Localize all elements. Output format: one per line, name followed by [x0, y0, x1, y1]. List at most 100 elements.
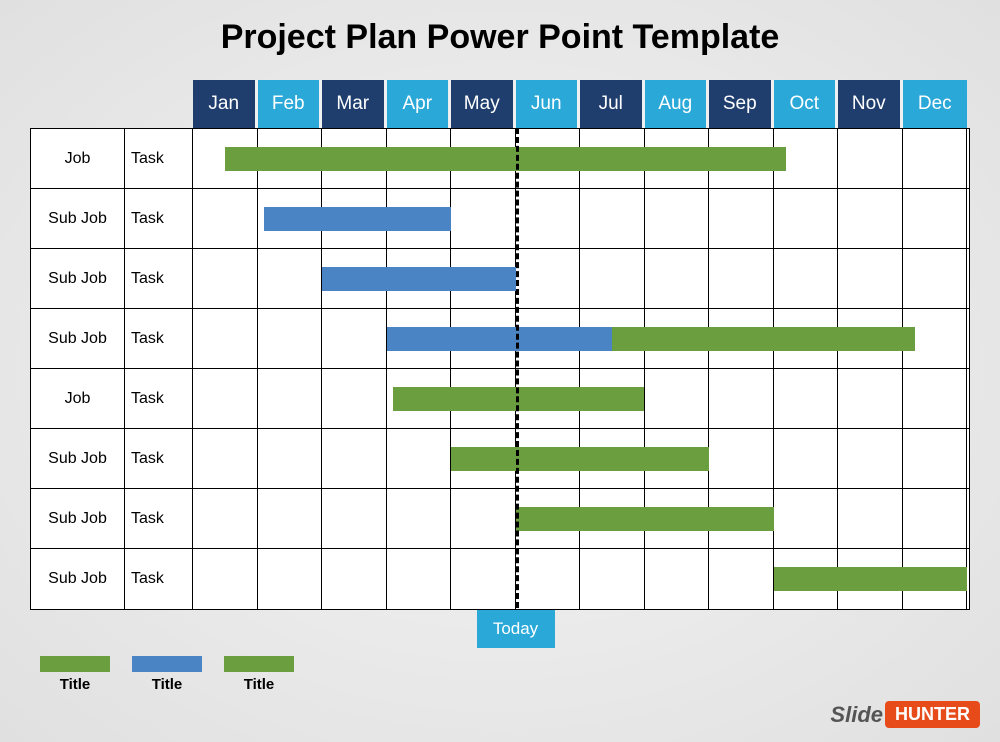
gantt-row: Sub JobTask — [31, 489, 969, 549]
task-label: Task — [125, 249, 193, 308]
grid-col — [322, 369, 387, 428]
gantt-bar — [774, 567, 968, 591]
gantt-body: JobTaskSub JobTaskSub JobTaskSub JobTask… — [30, 128, 970, 610]
grid-col — [838, 249, 903, 308]
legend-item: Title — [224, 656, 294, 693]
footer-logo: Slide HUNTER — [830, 701, 980, 728]
month-cell-jun: Jun — [516, 80, 581, 128]
month-cell-jul: Jul — [580, 80, 645, 128]
job-label: Sub Job — [31, 189, 125, 248]
today-label: Today — [493, 619, 538, 639]
grid-col — [580, 189, 645, 248]
grid-col — [838, 189, 903, 248]
legend-item: Title — [132, 656, 202, 693]
grid-col — [258, 369, 323, 428]
month-cell-dec: Dec — [903, 80, 968, 128]
gantt-row: Sub JobTask — [31, 309, 969, 369]
task-label: Task — [125, 309, 193, 368]
grid-col — [322, 309, 387, 368]
gantt-bar — [393, 387, 645, 411]
legend-label: Title — [132, 676, 202, 693]
gantt-bar — [387, 327, 613, 351]
gantt-chart: JanFebMarAprMayJunJulAugSepOctNovDec Job… — [30, 80, 970, 610]
gantt-bar — [612, 327, 915, 351]
grid-col — [193, 489, 258, 548]
grid-col — [709, 369, 774, 428]
grid-area — [193, 129, 969, 188]
today-line — [516, 128, 519, 608]
grid-col — [645, 549, 710, 609]
gantt-row: JobTask — [31, 129, 969, 189]
grid-col — [387, 489, 452, 548]
gantt-row: Sub JobTask — [31, 429, 969, 489]
month-cell-feb: Feb — [258, 80, 323, 128]
grid-col — [193, 249, 258, 308]
grid-col — [451, 549, 516, 609]
grid-col — [258, 309, 323, 368]
gantt-row: Sub JobTask — [31, 249, 969, 309]
today-badge: Today — [477, 610, 555, 648]
grid-col — [193, 369, 258, 428]
gantt-row: JobTask — [31, 369, 969, 429]
gantt-bar — [516, 147, 787, 171]
grid-col — [516, 249, 581, 308]
grid-col — [838, 429, 903, 488]
grid-col — [387, 549, 452, 609]
month-header-row: JanFebMarAprMayJunJulAugSepOctNovDec — [30, 80, 970, 128]
grid-col — [580, 549, 645, 609]
task-label: Task — [125, 369, 193, 428]
month-cell-jan: Jan — [193, 80, 258, 128]
legend-item: Title — [40, 656, 110, 693]
grid-col — [451, 189, 516, 248]
legend-label: Title — [224, 676, 294, 693]
legend-swatch — [224, 656, 294, 672]
grid-col — [580, 249, 645, 308]
header-spacer — [30, 80, 193, 128]
gantt-bar — [322, 267, 516, 291]
grid-col — [903, 489, 968, 548]
grid-col — [516, 189, 581, 248]
grid-col — [387, 429, 452, 488]
slide-title: Project Plan Power Point Template — [0, 0, 1000, 69]
gantt-bar — [451, 447, 709, 471]
task-label: Task — [125, 429, 193, 488]
grid-col — [838, 129, 903, 188]
job-label: Sub Job — [31, 249, 125, 308]
logo-hunter: HUNTER — [885, 701, 980, 728]
grid-col — [709, 549, 774, 609]
grid-col — [903, 249, 968, 308]
grid-col — [838, 489, 903, 548]
grid-col — [903, 429, 968, 488]
grid-col — [709, 249, 774, 308]
gantt-bar — [264, 207, 451, 231]
grid-col — [451, 489, 516, 548]
gantt-bar — [225, 147, 515, 171]
job-label: Job — [31, 369, 125, 428]
grid-col — [645, 189, 710, 248]
month-cell-aug: Aug — [645, 80, 710, 128]
grid-col — [709, 429, 774, 488]
job-label: Job — [31, 129, 125, 188]
grid-area — [193, 429, 969, 488]
grid-col — [258, 549, 323, 609]
gantt-bar — [516, 507, 774, 531]
legend-swatch — [132, 656, 202, 672]
job-label: Sub Job — [31, 489, 125, 548]
task-label: Task — [125, 189, 193, 248]
grid-col — [193, 189, 258, 248]
grid-area — [193, 549, 969, 609]
grid-col — [645, 249, 710, 308]
legend-label: Title — [40, 676, 110, 693]
month-cell-may: May — [451, 80, 516, 128]
gantt-row: Sub JobTask — [31, 189, 969, 249]
legend-swatch — [40, 656, 110, 672]
grid-col — [774, 369, 839, 428]
grid-col — [322, 549, 387, 609]
task-label: Task — [125, 489, 193, 548]
legend: Title Title Title — [40, 656, 294, 693]
month-cell-apr: Apr — [387, 80, 452, 128]
grid-col — [258, 429, 323, 488]
grid-col — [322, 489, 387, 548]
grid-area — [193, 309, 969, 368]
grid-col — [258, 249, 323, 308]
